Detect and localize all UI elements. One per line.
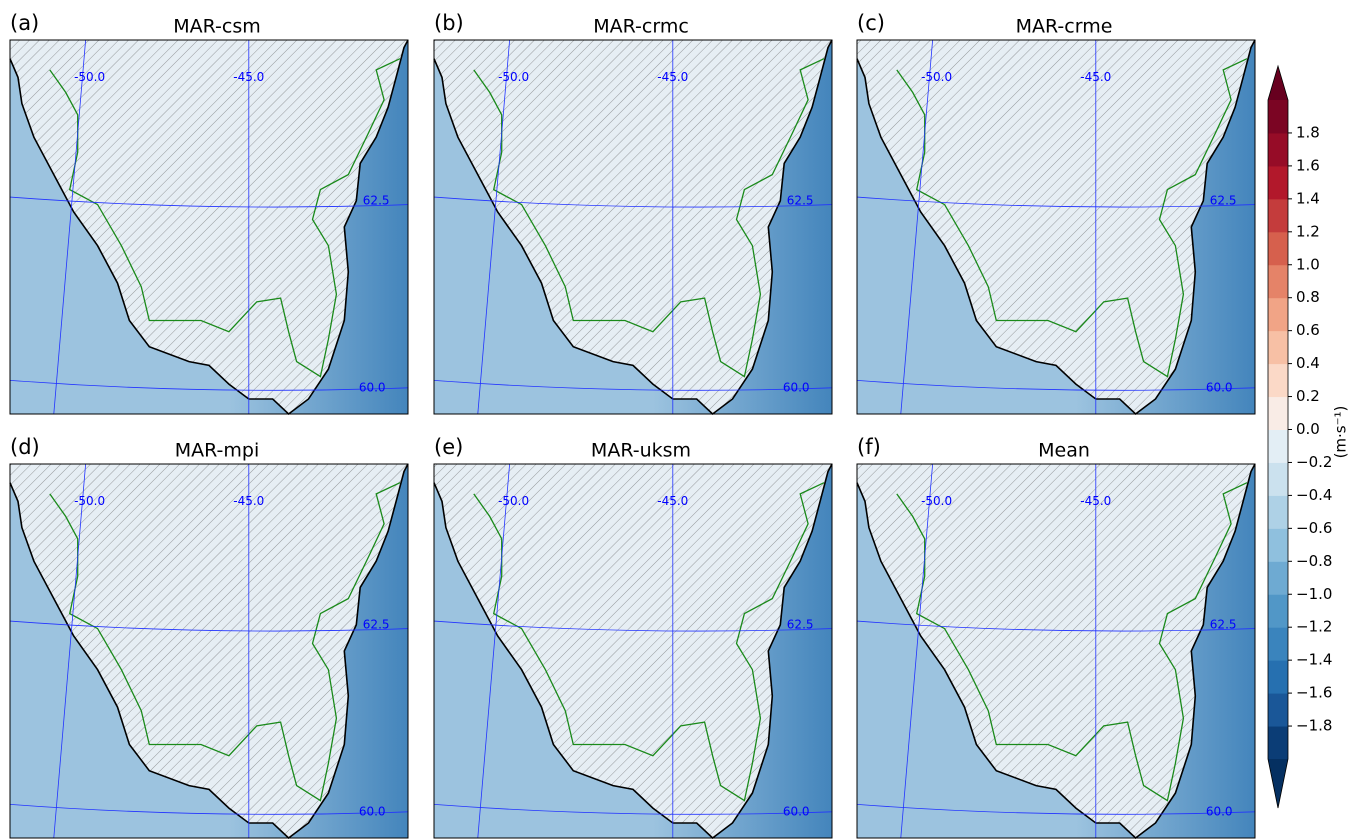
gridline-label: -45.0 [657,494,688,508]
panel-title: MAR-uksm [591,440,691,462]
colorbar-tick-label: −1.6 [1296,684,1332,702]
colorbar-tick-label: −1.8 [1296,717,1332,735]
colorbar-segment [1268,100,1288,133]
panel-letter: (b) [434,11,464,35]
gridline-label: -50.0 [921,70,952,84]
colorbar-segment [1268,561,1288,594]
gridline-label: -45.0 [1080,70,1111,84]
gridline-label: 62.5 [1210,617,1237,631]
colorbar-segment [1268,364,1288,397]
gridline-label: 62.5 [1210,193,1237,207]
colorbar-segment [1268,726,1288,759]
gridline-label: -45.0 [1080,494,1111,508]
gridline-label: -50.0 [74,494,105,508]
gridline-label: -50.0 [74,70,105,84]
panel-letter: (e) [434,435,463,459]
map-panel: -50.0 -45.0 62.5 60.0 (e) MAR-uksm [434,435,832,838]
colorbar-segment [1268,232,1288,265]
colorbar-under [1268,759,1288,808]
colorbar-tick-label: 0.6 [1296,321,1320,339]
panel-title: MAR-crme [1016,16,1113,38]
gridline-label: 60.0 [359,380,386,394]
colorbar-tick-label: 1.2 [1296,222,1320,240]
colorbar-tick-label: 1.4 [1296,189,1320,207]
gridline-label: 60.0 [1206,804,1233,818]
colorbar-tick-label: −0.4 [1296,486,1332,504]
colorbar-label: (m·s⁻¹) [1332,406,1350,459]
panel-title: MAR-crmc [593,16,689,38]
gridline-label: 60.0 [783,804,810,818]
map-panel: -50.0 -45.0 62.5 60.0 (b) MAR-crmc [434,11,832,414]
colorbar-tick-label: 0.2 [1296,387,1320,405]
colorbar-tick-label: 1.8 [1296,123,1320,141]
colorbar-segment [1268,133,1288,166]
colorbar-segment [1268,199,1288,232]
colorbar-tick-label: −1.2 [1296,618,1332,636]
colorbar-tick-label: 1.0 [1296,255,1320,273]
colorbar-tick-label: −0.8 [1296,552,1332,570]
colorbar-segment [1268,397,1288,430]
colorbar-over [1268,66,1288,100]
colorbar-segment [1268,594,1288,627]
panel-title: MAR-csm [173,16,261,38]
colorbar-segment [1268,166,1288,199]
gridline-label: -45.0 [233,70,264,84]
colorbar-segment [1268,331,1288,364]
colorbar-segment [1268,430,1288,463]
colorbar-segment [1268,298,1288,331]
colorbar-tick-label: −0.6 [1296,519,1332,537]
colorbar-segment [1268,495,1288,528]
panel-letter: (d) [10,435,40,459]
colorbar-tick-label: −1.4 [1296,651,1332,669]
colorbar-tick-label: 0.8 [1296,288,1320,306]
map-panel: -50.0 -45.0 62.5 60.0 (f) Mean [857,435,1255,838]
gridline-label: -45.0 [657,70,688,84]
colorbar-segment [1268,660,1288,693]
colorbar-segment [1268,693,1288,726]
gridline-label: 60.0 [1206,380,1233,394]
colorbar-segment [1268,627,1288,660]
gridline-label: -50.0 [498,70,529,84]
figure: -50.0 -45.0 62.5 60.0 (a) MAR-csm -50.0 -45.0 62… [0,0,1360,839]
panel-title: Mean [1038,440,1090,462]
gridline-label: 62.5 [363,193,390,207]
map-panel: -50.0 -45.0 62.5 60.0 (d) MAR-mpi [10,435,408,838]
panel-letter: (a) [10,11,39,35]
gridline-label: 60.0 [783,380,810,394]
gridline-label: -50.0 [921,494,952,508]
gridline-label: 62.5 [787,617,814,631]
panel-letter: (c) [857,11,885,35]
gridline-label: -50.0 [498,494,529,508]
colorbar-tick-label: 0.4 [1296,354,1320,372]
colorbar-tick-label: −1.0 [1296,585,1332,603]
colorbar-tick-label: 0.0 [1296,420,1320,438]
colorbar-segment [1268,265,1288,298]
map-panel: -50.0 -45.0 62.5 60.0 (a) MAR-csm [10,11,408,414]
colorbar-segment [1268,462,1288,495]
colorbar-tick-label: −0.2 [1296,453,1332,471]
panel-letter: (f) [857,435,881,459]
map-panel: -50.0 -45.0 62.5 60.0 (c) MAR-crme [857,11,1255,414]
gridline-label: 62.5 [363,617,390,631]
colorbar-tick-label: 1.6 [1296,156,1320,174]
colorbar-segment [1268,528,1288,561]
panel-title: MAR-mpi [175,440,260,462]
gridline-label: -45.0 [233,494,264,508]
gridline-label: 62.5 [787,193,814,207]
gridline-label: 60.0 [359,804,386,818]
